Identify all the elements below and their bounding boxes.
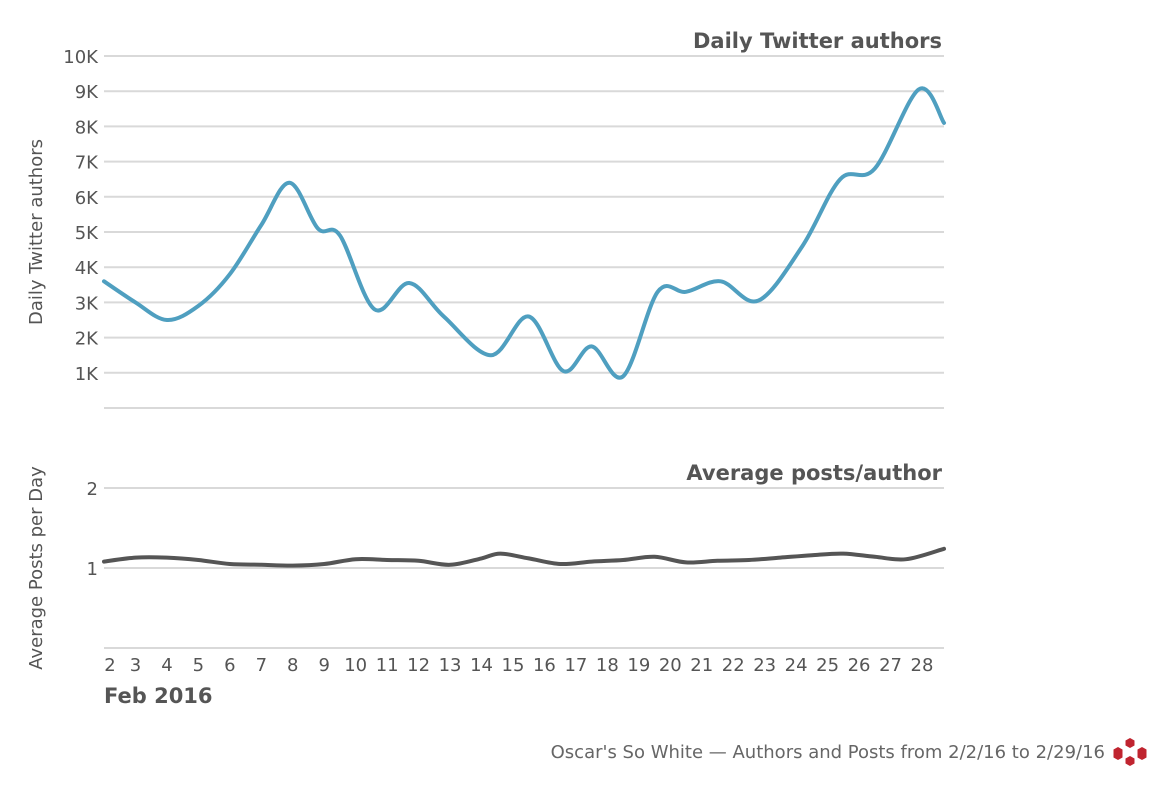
x-tick-label: 3 bbox=[130, 655, 141, 676]
top-y-tick-label: 1K bbox=[75, 364, 99, 385]
top-series-line bbox=[102, 86, 946, 380]
footer-caption: Oscar's So White — Authors and Posts fro… bbox=[551, 742, 1105, 763]
x-tick-label: 20 bbox=[659, 655, 682, 676]
x-tick-label: 13 bbox=[439, 655, 462, 676]
x-tick-label: 16 bbox=[533, 655, 556, 676]
x-tick-label: 23 bbox=[753, 655, 776, 676]
top-panel-grid: 1K 2K 3K 4K 5K 6K 7K 8K 9K 10K bbox=[63, 47, 944, 409]
x-tick-label: 27 bbox=[879, 655, 902, 676]
top-y-axis-label: Daily Twitter authors bbox=[26, 139, 47, 325]
x-tick-label: 4 bbox=[161, 655, 172, 676]
x-tick-label: 7 bbox=[256, 655, 267, 676]
top-y-tick-label: 9K bbox=[75, 82, 99, 103]
x-tick-label: 6 bbox=[224, 655, 235, 676]
top-y-tick-label: 8K bbox=[75, 117, 99, 138]
x-tick-label: 8 bbox=[287, 655, 298, 676]
top-y-tick-label: 2K bbox=[75, 329, 99, 350]
x-tick-label: 21 bbox=[690, 655, 713, 676]
x-tick-label: 28 bbox=[911, 655, 934, 676]
series-lines bbox=[102, 86, 946, 568]
bottom-panel-title: Average posts/author bbox=[686, 461, 942, 485]
bottom-y-tick-label: 2 bbox=[87, 479, 98, 500]
bottom-y-axis-label: Average Posts per Day bbox=[26, 466, 47, 670]
top-y-tick-label: 6K bbox=[75, 188, 99, 209]
bottom-panel-grid: 12 bbox=[87, 479, 944, 649]
x-tick-label: 24 bbox=[785, 655, 808, 676]
x-tick-label: 19 bbox=[627, 655, 650, 676]
top-y-tick-label: 10K bbox=[63, 47, 99, 68]
x-tick-label: 12 bbox=[407, 655, 430, 676]
top-panel-title: Daily Twitter authors bbox=[693, 29, 942, 53]
x-tick-label: 15 bbox=[502, 655, 525, 676]
top-y-tick-label: 4K bbox=[75, 258, 99, 279]
top-y-tick-label: 7K bbox=[75, 153, 99, 174]
x-tick-label: 26 bbox=[848, 655, 871, 676]
x-tick-label: 11 bbox=[376, 655, 399, 676]
bottom-series-line bbox=[102, 546, 946, 568]
x-axis-label: Feb 2016 bbox=[104, 684, 213, 708]
x-tick-label: 2 bbox=[104, 655, 115, 676]
x-tick-label: 14 bbox=[470, 655, 493, 676]
x-tick-label: 17 bbox=[564, 655, 587, 676]
x-tick-label: 22 bbox=[722, 655, 745, 676]
x-tick-label: 18 bbox=[596, 655, 619, 676]
x-tick-label: 9 bbox=[318, 655, 329, 676]
bottom-y-tick-label: 1 bbox=[87, 559, 98, 580]
top-y-tick-label: 3K bbox=[75, 293, 99, 314]
axis-labels: 2 3 4 5 6 7 8 9 10 11 12 13 14 15 16 17 18 19 20 21 22 23 24 25… bbox=[104, 655, 933, 676]
x-tick-label: 25 bbox=[816, 655, 839, 676]
x-tick-label: 10 bbox=[344, 655, 367, 676]
x-tick-label: 5 bbox=[193, 655, 204, 676]
flower-logo-icon bbox=[1113, 738, 1147, 766]
top-y-tick-label: 5K bbox=[75, 223, 99, 244]
